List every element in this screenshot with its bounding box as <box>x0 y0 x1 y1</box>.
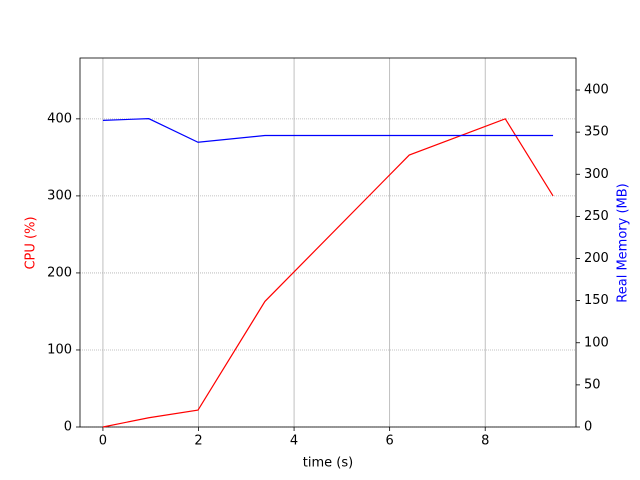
line-series <box>102 118 554 143</box>
y2-tick-label: 150 <box>584 293 609 308</box>
y-tick-label: 300 <box>47 188 72 203</box>
y2-tick-label: 50 <box>584 377 601 392</box>
y-tick-label: 0 <box>64 420 72 435</box>
y-axis-label: CPU (%) <box>24 216 39 269</box>
y2-tick-label: 0 <box>584 420 592 435</box>
x-axis-label: time (s) <box>303 456 353 471</box>
line-series <box>102 118 554 428</box>
y2-tick-label: 350 <box>584 125 609 140</box>
y2-tick-label: 300 <box>584 167 609 182</box>
y-tick-label: 400 <box>47 111 72 126</box>
x-tick-label: 4 <box>290 434 298 449</box>
x-tick-label: 6 <box>386 434 394 449</box>
x-tick-label: 0 <box>99 434 107 449</box>
y2-tick-label: 250 <box>584 209 609 224</box>
y2-tick-label: 100 <box>584 335 609 350</box>
y-tick-label: 100 <box>47 342 72 357</box>
y2-tick-label: 400 <box>584 83 609 98</box>
x-tick-label: 2 <box>194 434 202 449</box>
y-tick-label: 200 <box>47 265 72 280</box>
y2-axis-label: Real Memory (MB) <box>616 183 631 302</box>
y2-tick-label: 200 <box>584 251 609 266</box>
x-tick-label: 8 <box>481 434 489 449</box>
plot-frame <box>79 57 577 428</box>
